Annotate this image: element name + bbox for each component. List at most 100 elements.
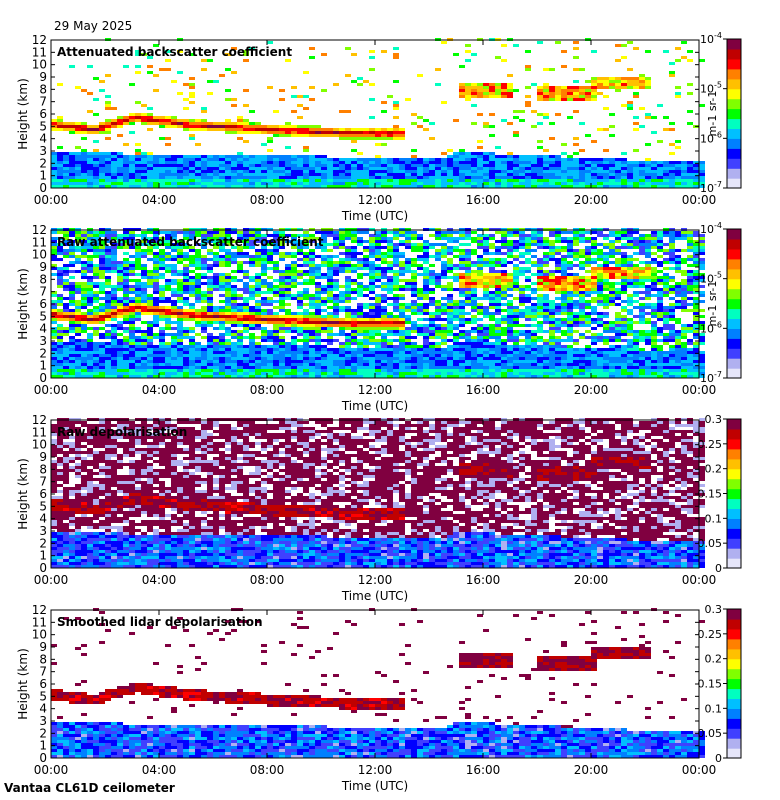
y-tick-label: 3 [39,714,47,728]
panel-title: Attenuated backscatter coefficient [57,45,292,59]
x-tick-label: 08:00 [250,383,285,397]
x-tick-label: 12:00 [358,383,393,397]
y-tick-label: 9 [39,260,47,274]
x-tick-label: 16:00 [466,383,501,397]
colorbar-tick-label: 0.15 [698,678,723,691]
x-axis-label: Time (UTC) [341,779,408,793]
y-tick-label: 12 [32,413,47,427]
y-tick-label: 8 [39,272,47,286]
x-tick-label: 20:00 [574,763,609,777]
y-tick-label: 4 [39,322,47,336]
y-axis-label: Height (km) [16,78,30,149]
y-tick-label: 6 [39,487,47,501]
panel-title: Raw depolarisation [57,425,187,439]
x-tick-label: 12:00 [358,573,393,587]
y-tick-label: 7 [39,665,47,679]
x-tick-label: 16:00 [466,763,501,777]
y-tick-label: 7 [39,475,47,489]
y-tick-label: 2 [39,346,47,360]
y-tick-label: 3 [39,524,47,538]
colorbar-tick-label: 0.15 [698,488,723,501]
y-tick-label: 3 [39,144,47,158]
y-tick-label: 10 [32,438,47,452]
x-tick-label: 08:00 [250,193,285,207]
colorbar-frame [726,228,742,379]
colorbar: 10-710-610-510-4m-1 sr-1 [700,221,742,385]
colorbar-tick-label: 10-7 [700,370,722,385]
x-tick-label: 04:00 [142,193,177,207]
y-tick-label: 4 [39,512,47,526]
y-tick-label: 0 [39,751,47,765]
y-tick-label: 10 [32,628,47,642]
colorbar-unit-label: m-1 sr-1 [706,91,719,137]
y-tick-label: 1 [39,549,47,563]
colorbar-unit-label: m-1 sr-1 [706,281,719,327]
x-tick-label: 04:00 [142,763,177,777]
y-tick-label: 9 [39,640,47,654]
y-axis-label: Height (km) [16,458,30,529]
x-tick-label: 12:00 [358,763,393,777]
y-tick-label: 10 [32,248,47,262]
y-tick-label: 10 [32,58,47,72]
y-tick-label: 11 [32,45,47,59]
y-tick-label: 5 [39,499,47,513]
colorbar-tick-label: 0.05 [698,727,723,740]
y-axis-label: Height (km) [16,268,30,339]
heatmap-cells [51,228,705,378]
y-tick-label: 1 [39,739,47,753]
colorbar-tick-label: 0.05 [698,537,723,550]
x-axis-label: Time (UTC) [341,589,408,603]
x-tick-label: 00:00 [682,193,717,207]
y-tick-label: 1 [39,359,47,373]
x-tick-label: 08:00 [250,573,285,587]
y-tick-label: 4 [39,702,47,716]
colorbar: 0 0.05 0.1 0.15 0.2 0.25 0.3 [698,603,742,765]
colorbar: 0 0.05 0.1 0.15 0.2 0.25 0.3 [698,413,742,575]
y-tick-label: 7 [39,285,47,299]
y-tick-label: 9 [39,70,47,84]
y-tick-label: 0 [39,371,47,385]
colorbar-tick-label: 0.3 [705,413,723,426]
x-tick-label: 20:00 [574,383,609,397]
y-tick-label: 4 [39,132,47,146]
y-tick-label: 11 [32,615,47,629]
y-axis-label: Height (km) [16,648,30,719]
y-tick-label: 8 [39,462,47,476]
y-tick-label: 3 [39,334,47,348]
colorbar-tick-label: 0.2 [705,463,723,476]
y-tick-label: 5 [39,689,47,703]
colorbar-tick-label: 10-4 [700,31,722,46]
y-tick-label: 2 [39,156,47,170]
colorbar-tick-label: 10-7 [700,180,722,195]
y-tick-label: 6 [39,107,47,121]
x-tick-label: 20:00 [574,573,609,587]
y-tick-label: 0 [39,561,47,575]
date-label: 29 May 2025 [54,19,133,33]
y-tick-label: 12 [32,223,47,237]
x-tick-label: 00:00 [682,383,717,397]
x-tick-label: 00:00 [34,193,69,207]
x-tick-label: 04:00 [142,573,177,587]
x-axis-label: Time (UTC) [341,209,408,223]
y-tick-label: 11 [32,235,47,249]
colorbar-tick-label: 0.25 [698,628,723,641]
heatmap-cells [51,418,705,568]
x-tick-label: 00:00 [34,763,69,777]
colorbar-frame [726,38,742,189]
y-tick-label: 1 [39,169,47,183]
panel-title: Raw attenuated backscatter coefficient [57,235,324,249]
y-tick-label: 5 [39,309,47,323]
colorbar-tick-label: 0 [715,562,722,575]
x-tick-label: 00:00 [682,573,717,587]
y-tick-label: 5 [39,119,47,133]
colorbar-tick-label: 0 [715,752,722,765]
x-tick-label: 12:00 [358,193,393,207]
panel-title: Smoothed lidar depolarisation [57,615,263,629]
y-tick-label: 6 [39,297,47,311]
colorbar-tick-label: 0.25 [698,438,723,451]
x-tick-label: 04:00 [142,383,177,397]
y-tick-label: 9 [39,450,47,464]
y-tick-label: 12 [32,33,47,47]
